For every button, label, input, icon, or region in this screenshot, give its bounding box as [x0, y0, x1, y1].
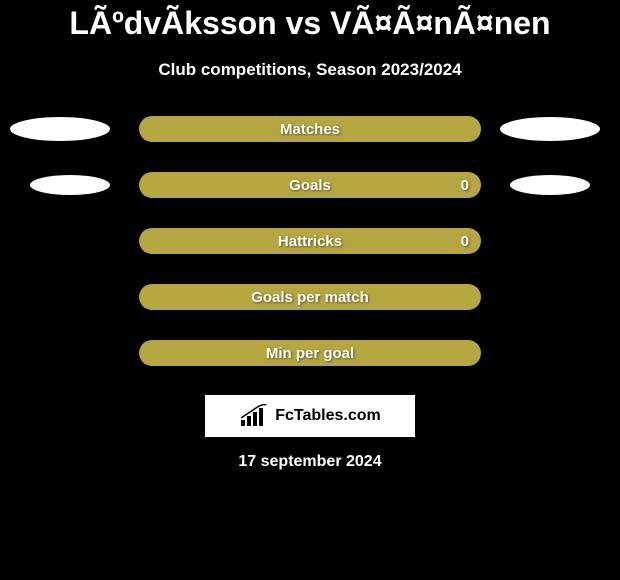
stat-label: Min per goal	[266, 345, 354, 362]
stat-bar: Matches	[139, 116, 481, 142]
chart-icon	[239, 404, 271, 428]
stat-bar: Min per goal	[139, 340, 481, 366]
ellipse-right	[500, 117, 600, 141]
stat-label: Hattricks	[278, 233, 342, 250]
stat-bar: Goals per match	[139, 284, 481, 310]
ellipse-right	[510, 175, 590, 195]
logo-box: FcTables.com	[205, 395, 415, 437]
stat-label: Matches	[280, 121, 340, 138]
date-text: 17 september 2024	[0, 453, 620, 471]
stat-value: 0	[461, 177, 469, 194]
stat-value: 0	[461, 233, 469, 250]
logo-content: FcTables.com	[239, 404, 381, 428]
page-title: LÃºdvÃ­ksson vs VÃ¤Ã¤nÃ¤nen	[0, 5, 620, 42]
stat-label: Goals per match	[251, 289, 369, 306]
ellipse-left	[30, 175, 110, 195]
ellipse-left	[10, 117, 110, 141]
stats-container: Matches Goals 0 Hattricks 0 Goals per match Mi…	[0, 115, 620, 367]
stat-label: Goals	[289, 177, 331, 194]
stats-row: Matches	[0, 115, 620, 143]
stat-bar: Hattricks 0	[139, 228, 481, 254]
stats-row: Hattricks 0	[0, 227, 620, 255]
stat-bar: Goals 0	[139, 172, 481, 198]
stats-row: Goals 0	[0, 171, 620, 199]
subtitle: Club competitions, Season 2023/2024	[0, 60, 620, 80]
main-container: LÃºdvÃ­ksson vs VÃ¤Ã¤nÃ¤nen Club competi…	[0, 0, 620, 471]
stats-row: Min per goal	[0, 339, 620, 367]
stats-row: Goals per match	[0, 283, 620, 311]
logo-text: FcTables.com	[275, 407, 381, 425]
